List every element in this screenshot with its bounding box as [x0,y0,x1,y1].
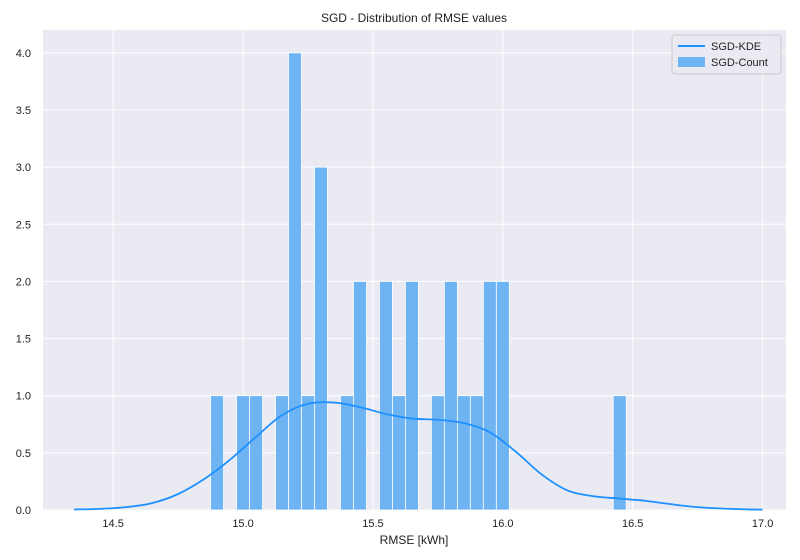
histogram-bar [469,395,484,511]
x-tick-label: 16.0 [492,518,513,530]
bar-layer [210,52,627,511]
histogram-bar [392,395,406,511]
x-tick-label: 15.5 [362,518,383,530]
chart-title: SGD - Distribution of RMSE values [321,11,507,25]
y-tick-labels: 0.0 0.5 1.0 1.5 2.0 2.5 3.0 3.5 4.0 [16,48,31,517]
y-tick-label: 3.0 [16,162,31,174]
histogram-bar [495,281,510,511]
x-tick-label: 14.5 [102,518,123,530]
histogram-bar [612,395,627,511]
y-tick-label: 1.5 [16,334,31,346]
x-tick-label: 16.5 [622,518,643,530]
y-tick-label: 2.5 [16,219,31,231]
y-tick-label: 0.5 [16,448,31,460]
histogram-bar [430,395,445,511]
y-tick-label: 3.5 [16,105,31,117]
kde-line [74,401,763,511]
x-tick-label: 17.0 [752,518,773,530]
histogram-bar [456,395,471,511]
histogram-bar [301,395,315,511]
x-tick-label: 15.0 [232,518,253,530]
legend-count-swatch [678,57,705,67]
y-tick-label: 1.0 [16,391,31,403]
histogram-bar [340,395,354,511]
histogram-bar [379,281,393,511]
histogram-bar [353,281,367,511]
y-tick-label: 0.0 [16,505,31,517]
histogram-bar [210,395,224,511]
histogram-bar [288,52,302,511]
y-tick-label: 4.0 [16,48,31,60]
kde-layer [74,401,763,511]
histogram-bar [482,281,497,511]
histogram-bar [314,166,328,511]
histogram-bar [443,281,458,511]
y-tick-label: 2.0 [16,276,31,288]
legend-count-label: SGD-Count [711,57,768,69]
histogram-bar [405,281,419,511]
legend-kde-label: SGD-KDE [711,41,761,53]
x-tick-labels: 14.5 15.0 15.5 16.0 16.5 17.0 [102,518,773,530]
histogram-bar [249,395,263,511]
legend: SGD-KDE SGD-Count [671,34,782,75]
x-axis-label: RMSE [kWh] [380,533,449,547]
